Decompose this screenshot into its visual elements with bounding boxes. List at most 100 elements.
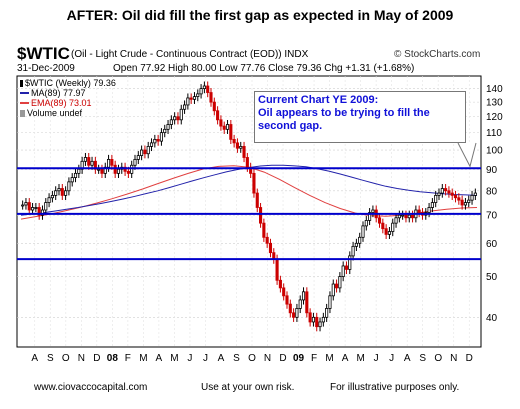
price-bar <box>434 194 438 203</box>
price-bar <box>397 214 401 219</box>
price-bar <box>354 242 358 247</box>
price-bar <box>321 316 325 323</box>
x-tick-label: D <box>279 353 286 364</box>
price-bar <box>467 199 471 203</box>
price-bar <box>186 97 190 106</box>
x-tick-label: D <box>466 353 473 364</box>
price-bar <box>133 158 137 166</box>
price-bar <box>351 245 355 257</box>
price-bar <box>305 291 309 314</box>
price-bar <box>335 283 339 289</box>
price-bar <box>110 158 114 166</box>
price-bar <box>80 160 84 170</box>
price-bar <box>328 295 332 309</box>
price-bar <box>173 116 177 121</box>
x-tick-label: J <box>389 353 394 364</box>
price-bar <box>268 242 273 254</box>
price-bar <box>97 168 101 171</box>
price-bar <box>262 222 266 238</box>
price-bar <box>229 124 233 140</box>
price-bar <box>140 149 144 156</box>
x-tick-label: N <box>450 353 457 364</box>
footer-note: For illustrative purposes only. <box>330 382 460 393</box>
price-bar <box>407 214 411 219</box>
price-bar <box>447 190 451 194</box>
legend-label-ema: EMA(89) 73.01 <box>31 98 92 108</box>
price-bar <box>130 164 134 174</box>
legend-label-ma: MA(89) 77.97 <box>31 88 86 98</box>
price-bar <box>325 308 329 318</box>
price-bar <box>70 177 74 183</box>
price-bar <box>242 146 246 158</box>
x-tick-label: F <box>311 353 317 364</box>
price-bar <box>60 188 64 196</box>
price-bar <box>206 85 210 93</box>
price-bar <box>394 217 398 224</box>
price-bar <box>40 209 45 216</box>
price-bar <box>282 287 286 297</box>
price-bar <box>116 168 121 174</box>
y-tick-label: 140 <box>486 84 503 95</box>
price-bar <box>183 104 187 110</box>
x-tick-label: N <box>264 353 271 364</box>
price-bar <box>87 157 91 166</box>
price-bar <box>450 192 454 196</box>
price-bar <box>216 110 220 121</box>
footer-website[interactable]: www.ciovaccocapital.com <box>34 382 148 393</box>
y-tick-label: 40 <box>486 313 498 324</box>
price-bar <box>166 124 170 130</box>
price-bar <box>159 132 163 142</box>
price-bar <box>136 155 140 160</box>
price-bar <box>54 190 58 196</box>
price-bar <box>64 190 68 196</box>
legend-label-price: $WTIC (Weekly) 79.36 <box>25 78 116 88</box>
price-bar <box>285 295 289 305</box>
price-bar <box>100 168 104 174</box>
price-bar <box>24 202 28 206</box>
price-bar <box>278 279 282 289</box>
price-bar <box>437 192 441 196</box>
legend-item-volume: Volume undef <box>20 108 116 118</box>
x-tick-label: M <box>139 353 147 364</box>
price-bar <box>308 312 312 323</box>
price-bar <box>430 202 434 208</box>
price-bar <box>404 214 408 219</box>
price-bar <box>31 207 35 211</box>
price-bar <box>391 222 395 232</box>
x-tick-label: S <box>47 353 54 364</box>
x-tick-label: M <box>325 353 333 364</box>
price-bar <box>275 258 279 281</box>
x-tick-label: D <box>93 353 100 364</box>
x-tick-label: O <box>248 353 256 364</box>
headline: AFTER: Oil did fill the first gap as exp… <box>66 7 454 23</box>
x-tick-label: N <box>78 353 85 364</box>
ma-line <box>20 164 478 216</box>
chart-date: 31-Dec-2009 <box>17 63 75 74</box>
callout-title: Current Chart YE 2009: <box>258 94 379 106</box>
price-bar <box>384 228 388 235</box>
price-bar <box>156 138 160 142</box>
price-bar <box>444 188 448 192</box>
y-tick-label: 130 <box>486 98 503 109</box>
price-bar <box>202 85 206 89</box>
stockcharts-credit[interactable]: © StockCharts.com <box>394 49 481 60</box>
price-bar <box>338 276 342 289</box>
legend-item-ema: EMA(89) 73.01 <box>20 98 116 108</box>
price-bar <box>189 97 193 100</box>
x-tick-label: M <box>170 353 178 364</box>
callout-box: Current Chart YE 2009: Oil appears to be… <box>254 91 466 143</box>
price-bar <box>209 92 213 103</box>
y-tick-label: 100 <box>486 146 503 157</box>
price-bar <box>298 299 302 309</box>
price-bar <box>331 283 335 297</box>
price-bar <box>411 214 415 219</box>
price-bar <box>368 212 372 221</box>
price-bar <box>311 316 315 323</box>
chart-symbol: $WTIC <box>17 44 70 63</box>
legend-item-ma: MA(89) 77.97 <box>20 88 116 98</box>
price-bar <box>34 207 38 209</box>
price-bar <box>83 157 87 162</box>
price-bar <box>463 202 467 206</box>
y-tick-label: 120 <box>486 112 503 123</box>
